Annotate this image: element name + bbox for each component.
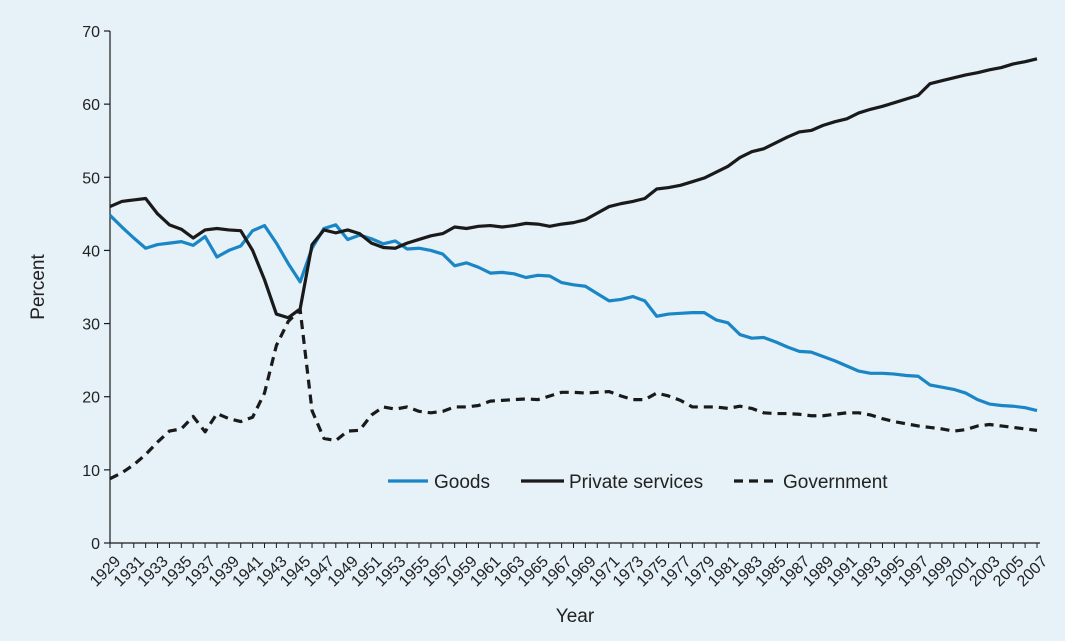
series-line-goods xyxy=(108,214,1038,413)
y-tick-label: 10 xyxy=(82,463,100,480)
legend-label: Private services xyxy=(569,472,703,493)
series-line-government xyxy=(109,308,1038,481)
y-tick-label: 0 xyxy=(91,536,100,553)
series-layer xyxy=(108,57,1038,481)
legend: Goods Private services Government xyxy=(388,472,888,493)
legend-label: Government xyxy=(783,472,888,493)
series-line-private-services xyxy=(109,57,1038,320)
x-axis-title: Year xyxy=(556,606,595,627)
y-tick-label: 50 xyxy=(82,170,100,187)
legend-label: Goods xyxy=(434,472,490,493)
y-tick-label: 40 xyxy=(82,243,100,260)
y-tick-label: 60 xyxy=(82,97,100,114)
y-axis-title: Percent xyxy=(28,254,49,320)
y-tick-label: 20 xyxy=(82,390,100,407)
y-tick-label: 30 xyxy=(82,317,100,334)
y-tick-label: 70 xyxy=(82,24,100,41)
y-ticks: 0 10 20 30 40 50 60 70 xyxy=(82,24,110,553)
